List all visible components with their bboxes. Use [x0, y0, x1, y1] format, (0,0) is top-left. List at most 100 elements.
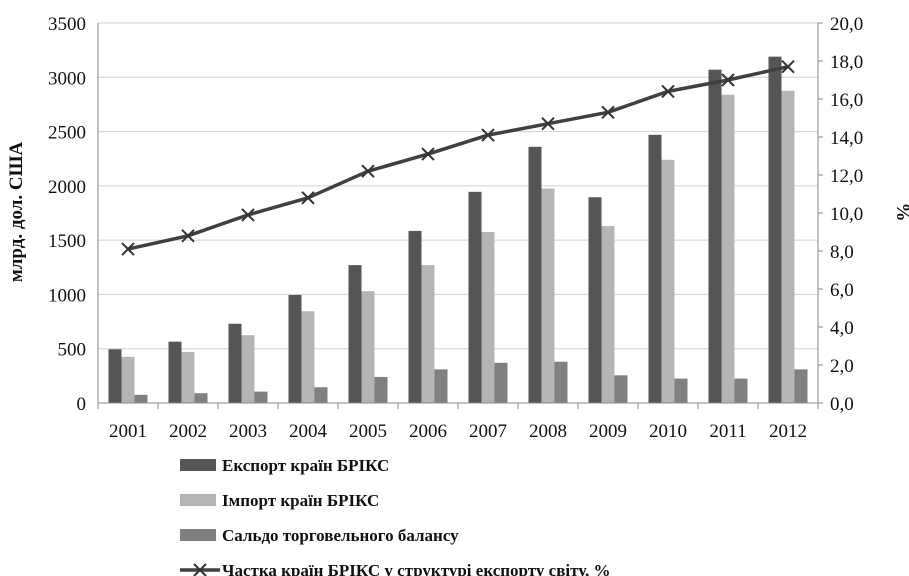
bar [421, 265, 435, 403]
legend: Експорт країн БРІКС Імпорт країн БРІКС Сал… [180, 456, 611, 576]
bar [601, 226, 615, 403]
line-point [541, 116, 555, 131]
legend-label: Сальдо торговельного балансу [222, 526, 459, 545]
x-tick-label: 2009 [589, 421, 627, 442]
y2-tick-label: 10,0 [830, 204, 863, 225]
legend-label: Частка країн БРІКС у структурі експорту … [222, 561, 611, 576]
bar [794, 369, 808, 403]
line-point [661, 84, 675, 99]
y-tick-label: 1000 [48, 285, 86, 306]
bar [721, 94, 735, 404]
line-point [121, 242, 135, 256]
y2-tick-label: 12,0 [830, 166, 863, 187]
bar [194, 393, 208, 403]
bar [374, 376, 388, 403]
bar [541, 188, 555, 403]
y-tick-label: 2500 [48, 123, 86, 144]
bar [528, 146, 542, 403]
legend-swatch [180, 459, 216, 471]
bar [708, 69, 722, 403]
bar [314, 387, 328, 403]
x-tick-label: 2004 [289, 421, 328, 442]
bar [181, 351, 195, 403]
x-tick-label: 2008 [529, 421, 567, 442]
bar [121, 356, 135, 403]
x-tick-label: 2005 [349, 421, 387, 442]
legend-label: Експорт країн БРІКС [222, 456, 389, 475]
y-tick-label: 0 [77, 394, 87, 415]
y2-tick-label: 14,0 [830, 128, 863, 149]
line-point [181, 229, 195, 243]
bar [768, 56, 782, 404]
line-point [301, 191, 315, 205]
bar [134, 394, 148, 403]
bar [348, 265, 362, 403]
bar [301, 311, 315, 403]
y-tick-label: 2000 [48, 177, 86, 198]
bar [481, 232, 495, 403]
bar [588, 197, 602, 403]
legend-item: Сальдо торговельного балансу [180, 526, 459, 545]
line-point [481, 128, 495, 142]
x-tick-label: 2003 [229, 421, 267, 442]
bars [108, 56, 808, 404]
legend-item: Імпорт країн БРІКС [180, 491, 379, 510]
x-tick-label: 2006 [409, 421, 447, 442]
y-tick-label: 3000 [48, 68, 86, 89]
bar [408, 230, 422, 403]
line-point [361, 164, 375, 178]
bar [554, 361, 568, 403]
legend-label: Імпорт країн БРІКС [222, 491, 379, 510]
legend-swatch [180, 494, 216, 506]
y2-tick-label: 4,0 [830, 318, 854, 339]
y-axis-title: млрд. дол. США [6, 142, 27, 283]
y2-tick-label: 16,0 [830, 90, 863, 111]
legend-item: Експорт країн БРІКС [180, 456, 389, 475]
line-point [601, 105, 615, 120]
bar [661, 159, 675, 403]
share-line [121, 59, 795, 256]
legend-item: Частка країн БРІКС у структурі експорту … [180, 561, 611, 576]
bar [228, 323, 242, 403]
bar [434, 369, 448, 403]
x-tick-label: 2002 [169, 421, 207, 442]
bar [288, 294, 302, 403]
y2-tick-label: 6,0 [830, 280, 854, 301]
line-point [781, 59, 795, 74]
x-tick-label: 2012 [769, 421, 807, 442]
y2-tick-label: 18,0 [830, 52, 863, 73]
bar [614, 375, 628, 403]
y2-tick-label: 8,0 [830, 242, 854, 263]
gridlines [98, 22, 818, 350]
bar [108, 349, 122, 403]
x-tick-label: 2007 [469, 421, 507, 442]
axes [97, 22, 823, 409]
y2-axis-title: % [892, 203, 909, 222]
y-tick-label: 3500 [48, 14, 86, 35]
x-tick-label: 2011 [709, 421, 746, 442]
y-tick-label: 500 [58, 340, 87, 361]
bar [168, 341, 182, 403]
bar [734, 378, 748, 403]
bar [494, 362, 508, 403]
bar [648, 134, 662, 404]
y2-tick-label: 2,0 [830, 356, 854, 377]
legend-swatch [180, 529, 216, 541]
bar [674, 378, 688, 403]
bar [361, 291, 375, 403]
tick-labels: 0 500 1000 1500 2000 2500 3000 3500 0,0 2,0 4,0 6,0… [48, 14, 863, 442]
line-point [721, 73, 735, 87]
x-tick-label: 2001 [109, 421, 147, 442]
share-series-line [127, 64, 789, 251]
bar [468, 191, 482, 403]
y2-tick-label: 20,0 [830, 14, 863, 35]
line-point [421, 147, 435, 161]
y-tick-label: 1500 [48, 231, 86, 252]
x-tick-label: 2010 [649, 421, 687, 442]
bar [241, 335, 255, 403]
bar [254, 391, 268, 403]
y2-tick-label: 0,0 [830, 394, 854, 415]
line-point [241, 208, 255, 222]
bar [781, 90, 795, 403]
